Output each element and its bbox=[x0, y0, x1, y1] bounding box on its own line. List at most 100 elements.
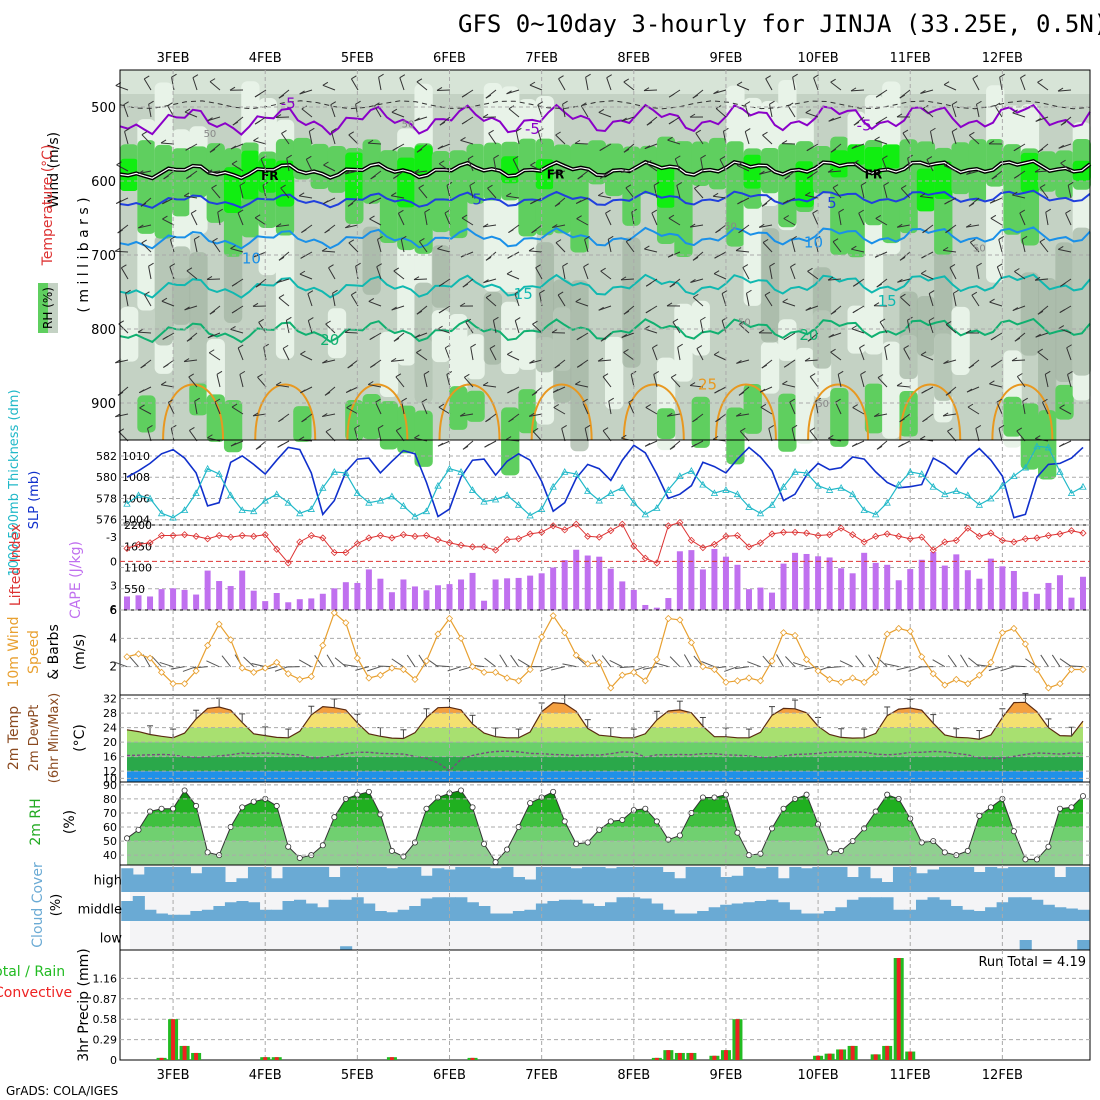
wind-barb bbox=[161, 384, 175, 388]
wind-barb bbox=[851, 443, 858, 447]
wind-barb bbox=[1051, 654, 1061, 667]
thickness-point bbox=[975, 500, 984, 508]
rh-point bbox=[1010, 828, 1017, 835]
wind-barb bbox=[367, 139, 374, 144]
wind-barb bbox=[930, 127, 936, 132]
wind-barb bbox=[212, 237, 218, 242]
wind-barb bbox=[653, 185, 658, 199]
wind-barb bbox=[651, 209, 658, 214]
lifted-index-point bbox=[296, 538, 304, 546]
wind-barb bbox=[230, 245, 236, 249]
wind-barb bbox=[605, 212, 612, 226]
cloud-bar-high bbox=[1019, 867, 1032, 892]
cloud-bar-high bbox=[581, 867, 595, 892]
rh-moist-region bbox=[449, 150, 468, 239]
date-tick-label: 9FEB bbox=[709, 51, 742, 66]
wind-barb bbox=[769, 104, 773, 118]
cape-bar bbox=[1080, 576, 1086, 610]
cape-bar bbox=[308, 598, 315, 610]
wind-barb bbox=[414, 116, 428, 122]
wind-barb bbox=[308, 317, 314, 321]
thickness-point bbox=[998, 481, 1007, 489]
wind-barb bbox=[462, 283, 469, 288]
wind-barb bbox=[532, 323, 543, 334]
rh-point bbox=[573, 840, 580, 847]
wind-barb bbox=[276, 278, 290, 284]
wind-barb bbox=[874, 139, 888, 145]
wind-barb bbox=[115, 413, 129, 418]
precip-convective-bar bbox=[873, 1054, 878, 1060]
wind-barb bbox=[1045, 212, 1049, 226]
rh-saturated-region bbox=[345, 152, 364, 201]
wind-barb bbox=[413, 278, 428, 281]
wind-barb bbox=[1058, 245, 1064, 250]
wind-barb bbox=[693, 293, 699, 298]
rh-point bbox=[181, 787, 188, 794]
wind-barb bbox=[805, 306, 812, 311]
wind-barb bbox=[322, 84, 336, 91]
thickness-series-line bbox=[126, 445, 1084, 519]
wind-barb bbox=[299, 90, 305, 95]
rh-point bbox=[838, 847, 845, 854]
wind-barb bbox=[830, 78, 836, 83]
cape-bar bbox=[1045, 582, 1052, 610]
wind-barb bbox=[147, 425, 153, 429]
wind-barb bbox=[740, 427, 746, 432]
lifted-index-point bbox=[515, 535, 523, 543]
wind-speed-point bbox=[192, 667, 200, 675]
wind-barb bbox=[714, 254, 720, 259]
wind-barb bbox=[970, 238, 976, 243]
wind-barb bbox=[1059, 309, 1066, 314]
wind-barb bbox=[557, 291, 564, 296]
wind-barb bbox=[975, 424, 982, 429]
isotherm-line bbox=[991, 383, 1054, 441]
wind-barb bbox=[186, 337, 193, 342]
wind-barb bbox=[469, 185, 474, 199]
lifted-index-point bbox=[434, 536, 442, 544]
wind-barb bbox=[321, 247, 328, 252]
wind-barb bbox=[736, 359, 750, 364]
thickness-point bbox=[561, 468, 569, 475]
cloud-bar-middle bbox=[950, 906, 963, 921]
wind-barb bbox=[553, 407, 566, 415]
cloud-bar-middle bbox=[282, 901, 295, 921]
slp-tick-label: 1010 bbox=[122, 450, 150, 463]
wind-barb bbox=[1059, 443, 1065, 448]
wind-speed-point bbox=[768, 657, 776, 665]
wind-barb bbox=[123, 101, 129, 106]
wind-barb bbox=[712, 192, 719, 197]
wind-barb bbox=[738, 229, 744, 234]
cloud-bar-high bbox=[915, 873, 929, 892]
precip-tick-label: 0.29 bbox=[93, 1034, 118, 1047]
date-tick-label: 9FEB bbox=[709, 1068, 742, 1083]
lifted-index-point bbox=[250, 532, 258, 540]
wind-barb bbox=[1067, 181, 1074, 186]
isotherm-label: -5 bbox=[281, 94, 296, 112]
wind-barb bbox=[348, 131, 355, 136]
wind-barb bbox=[692, 94, 699, 99]
wind-barb bbox=[334, 657, 347, 668]
wind-barb bbox=[807, 174, 813, 179]
lifted-index-point bbox=[837, 524, 845, 532]
wind-barb bbox=[391, 108, 398, 113]
wind-barb bbox=[437, 442, 444, 447]
wind-barb bbox=[654, 662, 669, 668]
lifted-tick-label: 0 bbox=[110, 555, 117, 568]
wind-barb bbox=[674, 158, 681, 172]
cape-bar bbox=[515, 577, 522, 610]
wind-barb bbox=[719, 159, 727, 172]
wind-barb bbox=[769, 266, 773, 280]
wind-speed-point bbox=[1079, 665, 1087, 674]
cloud-bar-middle bbox=[570, 899, 583, 921]
wind-barb bbox=[184, 359, 198, 363]
lifted-index-point bbox=[468, 543, 477, 551]
wind-barb bbox=[378, 73, 384, 78]
wind-barb bbox=[508, 105, 515, 110]
precip-convective-bar bbox=[689, 1052, 694, 1060]
thickness-point bbox=[860, 506, 868, 514]
precip-convective-bar bbox=[263, 1057, 268, 1060]
temperature-tick-label: 12 bbox=[103, 765, 117, 778]
thickness-point bbox=[687, 466, 696, 474]
date-tick-label: 7FEB bbox=[525, 51, 558, 66]
wind-barb bbox=[141, 239, 147, 244]
